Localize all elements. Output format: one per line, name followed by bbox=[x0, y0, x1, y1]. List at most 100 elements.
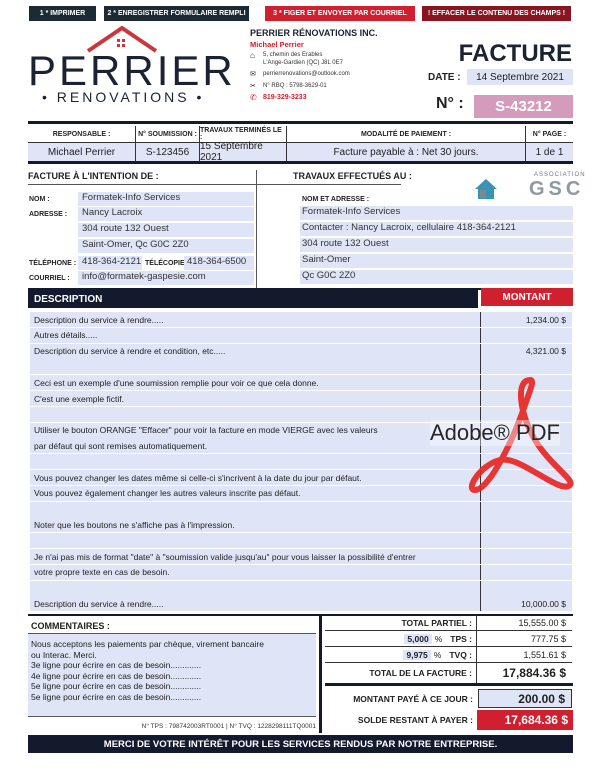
item-amount-field[interactable] bbox=[480, 580, 572, 596]
item-row: Description du service à rendre et condi… bbox=[30, 343, 572, 360]
item-amount-field[interactable] bbox=[480, 438, 572, 454]
item-description-field[interactable]: Utiliser le bouton ORANGE "Effacer" pour… bbox=[30, 422, 480, 438]
header-soumission: N° SOUMISSION : bbox=[136, 126, 200, 142]
comments-title: COMMENTAIRES : bbox=[31, 621, 110, 631]
item-row: Utiliser le bouton ORANGE "Effacer" pour… bbox=[30, 422, 572, 439]
company-name: PERRIER RÉNOVATIONS INC. bbox=[250, 28, 378, 38]
tvq-label: TVQ : bbox=[449, 649, 472, 660]
divider bbox=[256, 170, 257, 288]
divider bbox=[28, 288, 573, 290]
item-amount-field[interactable] bbox=[480, 327, 572, 343]
logo-subtitle: • RENOVATIONS • bbox=[42, 89, 205, 105]
item-description-field[interactable] bbox=[30, 580, 480, 596]
item-amount-field[interactable]: 4,321.00 $ bbox=[480, 343, 572, 359]
responsable-field[interactable]: Michael Perrier bbox=[28, 143, 136, 161]
item-description-field[interactable]: par défaut qui sont remises automatiquem… bbox=[30, 438, 480, 454]
divider bbox=[28, 121, 573, 124]
percent-sign: % bbox=[433, 649, 442, 660]
billto-nom-field[interactable]: Formatek-Info Services bbox=[78, 192, 254, 206]
divider bbox=[28, 161, 573, 164]
billto-address-line1[interactable]: Nancy Lacroix bbox=[78, 207, 254, 221]
item-amount-field[interactable]: 10,000.00 $ bbox=[480, 596, 572, 612]
item-row bbox=[30, 501, 572, 518]
soumission-field[interactable]: S-123456 bbox=[136, 143, 200, 161]
item-description-field[interactable] bbox=[30, 406, 480, 422]
item-description-field[interactable]: Description du service à rendre et condi… bbox=[30, 343, 480, 359]
item-description-field[interactable] bbox=[30, 501, 480, 517]
invoice-date-field[interactable]: 14 Septembre 2021 bbox=[467, 69, 573, 85]
company-logo: PERRIER • RENOVATIONS • bbox=[28, 25, 238, 105]
gsc-top-text: ASSOCIATION bbox=[534, 172, 586, 178]
divider bbox=[28, 142, 573, 143]
worksite-line5[interactable]: Qc G0C 2Z0 bbox=[300, 270, 573, 284]
item-row: votre propre texte en cas de besoin. bbox=[30, 564, 572, 581]
clear-fields-button[interactable]: ! EFFACER LE CONTENU DES CHAMPS ! bbox=[422, 6, 571, 21]
item-description-field[interactable]: Description du service à rendre..... bbox=[30, 312, 480, 327]
subtotal-row: TOTAL PARTIEL : 15,555.00 $ bbox=[325, 615, 572, 631]
amount-header: MONTANT bbox=[481, 288, 573, 306]
total-value: 17,884.36 $ bbox=[502, 666, 566, 680]
item-description-field[interactable]: Noter que les boutons ne s'affiche pas à… bbox=[30, 517, 480, 533]
courriel-label: COURRIEL : bbox=[29, 275, 70, 282]
save-form-button[interactable]: 2 * ENREGISTRER FORMULAIRE REMPLI bbox=[104, 6, 249, 21]
item-description-field[interactable]: C'est une exemple fictif. bbox=[30, 391, 480, 406]
comments-field[interactable]: Nous acceptons les paiements par chèque,… bbox=[28, 634, 316, 716]
item-amount-field[interactable] bbox=[480, 501, 572, 517]
tps-value: 777.75 $ bbox=[530, 633, 566, 644]
item-amount-field[interactable] bbox=[480, 359, 572, 375]
comment-line: 4e ligne pour écrire en cas de besoin...… bbox=[31, 670, 202, 681]
item-row: Description du service à rendre..... 10,0… bbox=[30, 596, 572, 613]
item-amount-field[interactable] bbox=[480, 422, 572, 438]
item-description-field[interactable] bbox=[30, 359, 480, 375]
nom-label: NOM : bbox=[29, 196, 50, 203]
item-description-field[interactable]: Description du service à rendre..... bbox=[30, 596, 480, 612]
worksite-line4[interactable]: Saint-Omer bbox=[300, 254, 573, 268]
divider bbox=[28, 614, 573, 616]
item-amount-field[interactable] bbox=[480, 485, 572, 501]
billto-email-field[interactable]: info@formatek-gaspesie.com bbox=[78, 271, 254, 285]
item-description-field[interactable]: Je n'ai pas mis de format "date" à "soum… bbox=[30, 549, 480, 564]
modalite-field[interactable]: Facture payable à : Net 30 jours. bbox=[287, 143, 526, 161]
send-email-button[interactable]: 3 * FIGER ET ENVOYER PAR COURRIEL bbox=[265, 6, 415, 21]
item-amount-field[interactable] bbox=[480, 549, 572, 564]
billto-address-line2[interactable]: 304 route 132 Ouest bbox=[78, 223, 254, 237]
item-description-field[interactable]: Ceci est un exemple d'une soumission rem… bbox=[30, 375, 480, 391]
item-row: Ceci est un exemple d'une soumission rem… bbox=[30, 375, 572, 392]
worksite-line3[interactable]: 304 route 132 Ouest bbox=[300, 238, 573, 252]
paid-label: MONTANT PAYÉ À CE JOUR : bbox=[353, 694, 473, 704]
divider bbox=[28, 633, 316, 634]
item-description-field[interactable]: Vous pouvez changer les dates même si ce… bbox=[30, 470, 480, 485]
item-amount-field[interactable] bbox=[480, 564, 572, 580]
tvq-rate-field[interactable]: 9,975 bbox=[403, 649, 431, 660]
item-amount-field[interactable] bbox=[480, 517, 572, 533]
worksite-line1[interactable]: Formatek-Info Services bbox=[300, 206, 573, 220]
billto-fax-field[interactable]: 418-364-6500 bbox=[184, 256, 254, 270]
balance-label: SOLDE RESTANT À PAYER : bbox=[357, 715, 473, 725]
item-description-field[interactable]: Autres détails..... bbox=[30, 327, 480, 343]
tvq-value: 1,551.61 $ bbox=[523, 649, 566, 660]
item-amount-field[interactable]: 1,234.00 $ bbox=[480, 312, 572, 327]
tools-icon: ✂ bbox=[250, 83, 256, 90]
item-description-field[interactable]: Vous pouvez également changer les autres… bbox=[30, 485, 480, 501]
travaux-termines-field[interactable]: 15 Septembre 2021 bbox=[200, 141, 287, 163]
invoice-title: FACTURE bbox=[458, 40, 572, 67]
item-description-field[interactable]: votre propre texte en cas de besoin. bbox=[30, 564, 480, 580]
item-row: Description du service à rendre..... 1,23… bbox=[30, 312, 572, 328]
comment-line: ou Interac. Merci. bbox=[31, 649, 97, 660]
item-description-field[interactable] bbox=[30, 454, 480, 470]
paid-amount-field[interactable]: 200.00 $ bbox=[478, 689, 572, 708]
company-phone: 819-329-3233 bbox=[263, 94, 307, 101]
invoice-number-field[interactable]: S-43212 bbox=[474, 95, 573, 118]
worksite-line2[interactable]: Contacter : Nancy Lacroix, cellulaire 41… bbox=[300, 222, 573, 236]
tps-rate-field[interactable]: 5,000 bbox=[404, 633, 432, 644]
page-field[interactable]: 1 de 1 bbox=[526, 143, 573, 161]
item-amount-field[interactable] bbox=[480, 533, 572, 549]
print-button[interactable]: 1 * IMPRIMER bbox=[29, 6, 96, 21]
item-row: Je n'ai pas mis de format "date" à "soum… bbox=[30, 549, 572, 565]
divider bbox=[256, 184, 401, 185]
billto-phone-field[interactable]: 418-364-2121 bbox=[78, 256, 142, 270]
address-line: 5, chemin des Erables bbox=[263, 52, 323, 58]
tps-row: 5,000% TPS : 777.75 $ bbox=[325, 631, 572, 647]
item-description-field[interactable] bbox=[30, 533, 480, 549]
billto-address-line3[interactable]: Saint-Omer, Qc G0C 2Z0 bbox=[78, 239, 254, 253]
